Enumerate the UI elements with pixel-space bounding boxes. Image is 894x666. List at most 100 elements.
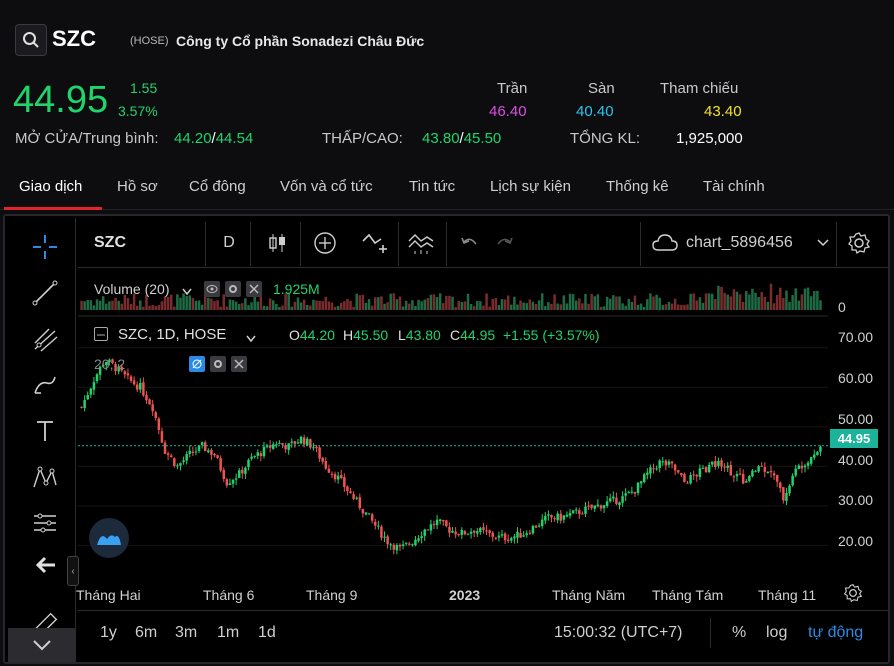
volume-bar [714, 298, 717, 310]
volume-bar [494, 298, 498, 310]
percent-scale-toggle[interactable]: % [732, 624, 747, 641]
series-chevron[interactable] [246, 330, 256, 348]
series-legend[interactable]: SZC, 1D, HOSE [118, 326, 227, 343]
auto-scale-toggle[interactable]: tự động [808, 624, 864, 641]
candle-body [673, 464, 677, 471]
chart-type-button[interactable] [262, 228, 292, 258]
reference-value: 43.40 [704, 103, 742, 120]
back-tool[interactable] [30, 550, 60, 580]
candle-body [472, 530, 476, 533]
ohlc-low-label: L [398, 327, 406, 343]
ma-visibility-button[interactable] [189, 356, 205, 372]
volume-bar [571, 294, 575, 310]
compare-button[interactable] [360, 228, 390, 258]
candle-body [228, 483, 232, 486]
volume-bar [782, 297, 785, 310]
ohlc-close: C44.95 [450, 327, 495, 343]
range-1d[interactable]: 1d [258, 624, 276, 641]
tab-statistics[interactable]: Thống kê [606, 178, 669, 195]
collapse-legend-button[interactable] [94, 327, 108, 341]
volume-bar [748, 294, 751, 310]
range-6m[interactable]: 6m [135, 624, 158, 641]
candle-body [225, 479, 229, 486]
axis-settings-button[interactable] [843, 583, 863, 608]
redo-button[interactable] [490, 228, 520, 258]
volume-bar [284, 293, 287, 310]
price-chart[interactable] [78, 268, 828, 578]
candle-body [330, 473, 334, 475]
tab-shareholders[interactable]: Cổ đông [189, 178, 246, 195]
volume-visibility-button[interactable] [204, 281, 220, 297]
volume-bar [516, 304, 519, 310]
candle-body [775, 475, 779, 482]
pattern-tool[interactable] [30, 462, 60, 492]
cloud-save-button[interactable] [650, 228, 680, 258]
tab-profile[interactable]: Hồ sơ [117, 178, 158, 195]
volume-remove-button[interactable] [246, 281, 262, 297]
text-tool[interactable] [30, 416, 60, 446]
volume-bar [98, 300, 102, 310]
volume-chevron[interactable] [182, 283, 192, 301]
floor-value: 40.40 [576, 103, 614, 120]
candle-body [692, 474, 695, 476]
candle-body [568, 513, 572, 516]
layout-name-button[interactable]: chart_5896456 [686, 234, 793, 251]
range-1y[interactable]: 1y [100, 624, 117, 641]
candles-icon [269, 234, 285, 252]
settings-button[interactable] [844, 228, 874, 258]
ohlc-open: O44.20 [289, 327, 335, 343]
volume-bar [438, 293, 442, 310]
chart-clock[interactable]: 15:00:32 (UTC+7) [554, 624, 683, 641]
ma-settings-button[interactable] [210, 356, 226, 372]
studies-button[interactable] [406, 228, 436, 258]
trend-line-tool[interactable] [30, 278, 60, 308]
candle-body [676, 470, 680, 473]
volume-bar [779, 287, 782, 310]
volume-bar [448, 295, 451, 310]
interval-button[interactable]: D [214, 228, 244, 258]
log-scale-toggle[interactable]: log [766, 624, 788, 641]
tradingview-logo[interactable] [89, 518, 129, 558]
candle-body [741, 473, 745, 484]
volume-bar [275, 303, 278, 310]
ma-remove-button[interactable] [231, 356, 247, 372]
volume-bar [757, 296, 760, 310]
range-1m[interactable]: 1m [217, 624, 240, 641]
measure-tool[interactable] [30, 508, 60, 538]
layout-dropdown-button[interactable] [808, 228, 838, 258]
tab-financials[interactable]: Tài chính [703, 178, 765, 195]
candle-body [253, 455, 256, 457]
crosshair-tool[interactable] [30, 232, 60, 262]
undo-button[interactable] [454, 228, 484, 258]
volume-settings-button[interactable] [225, 281, 241, 297]
volume-bar [729, 296, 733, 310]
volume-bar [145, 294, 148, 310]
volume-bar [414, 306, 417, 310]
fib-tool[interactable] [30, 324, 60, 354]
ma-legend[interactable]: 20, 2 [94, 356, 126, 372]
tab-events[interactable]: Lịch sự kiện [490, 178, 571, 195]
collapse-toolbar-button[interactable]: ‹ [67, 556, 79, 586]
trend-line-icon [32, 280, 58, 306]
brush-tool[interactable] [30, 370, 60, 400]
volume-bar [392, 293, 396, 310]
volume-bar [173, 306, 176, 310]
search-button[interactable] [15, 24, 47, 56]
candle-body [179, 463, 182, 466]
tab-trading[interactable]: Giao dịch [19, 178, 83, 195]
ohlc-close-value: 44.95 [460, 327, 496, 343]
volume-bar [627, 298, 631, 310]
volume-legend[interactable]: Volume (20) [94, 281, 170, 297]
indicators-button[interactable] [310, 228, 340, 258]
tab-news[interactable]: Tin tức [409, 178, 456, 195]
range-3m[interactable]: 3m [175, 624, 198, 641]
chevron-left-icon: ‹ [71, 565, 75, 577]
x-tick: Tháng Năm [552, 587, 626, 603]
candle-body [714, 461, 717, 468]
tab-capital-dividends[interactable]: Vốn và cổ tức [280, 178, 373, 195]
candle-body [284, 445, 287, 450]
candle-body [429, 524, 433, 531]
chart-symbol-button[interactable]: SZC [94, 234, 126, 251]
more-tools-button[interactable] [8, 628, 76, 662]
volume-bar [735, 291, 739, 310]
